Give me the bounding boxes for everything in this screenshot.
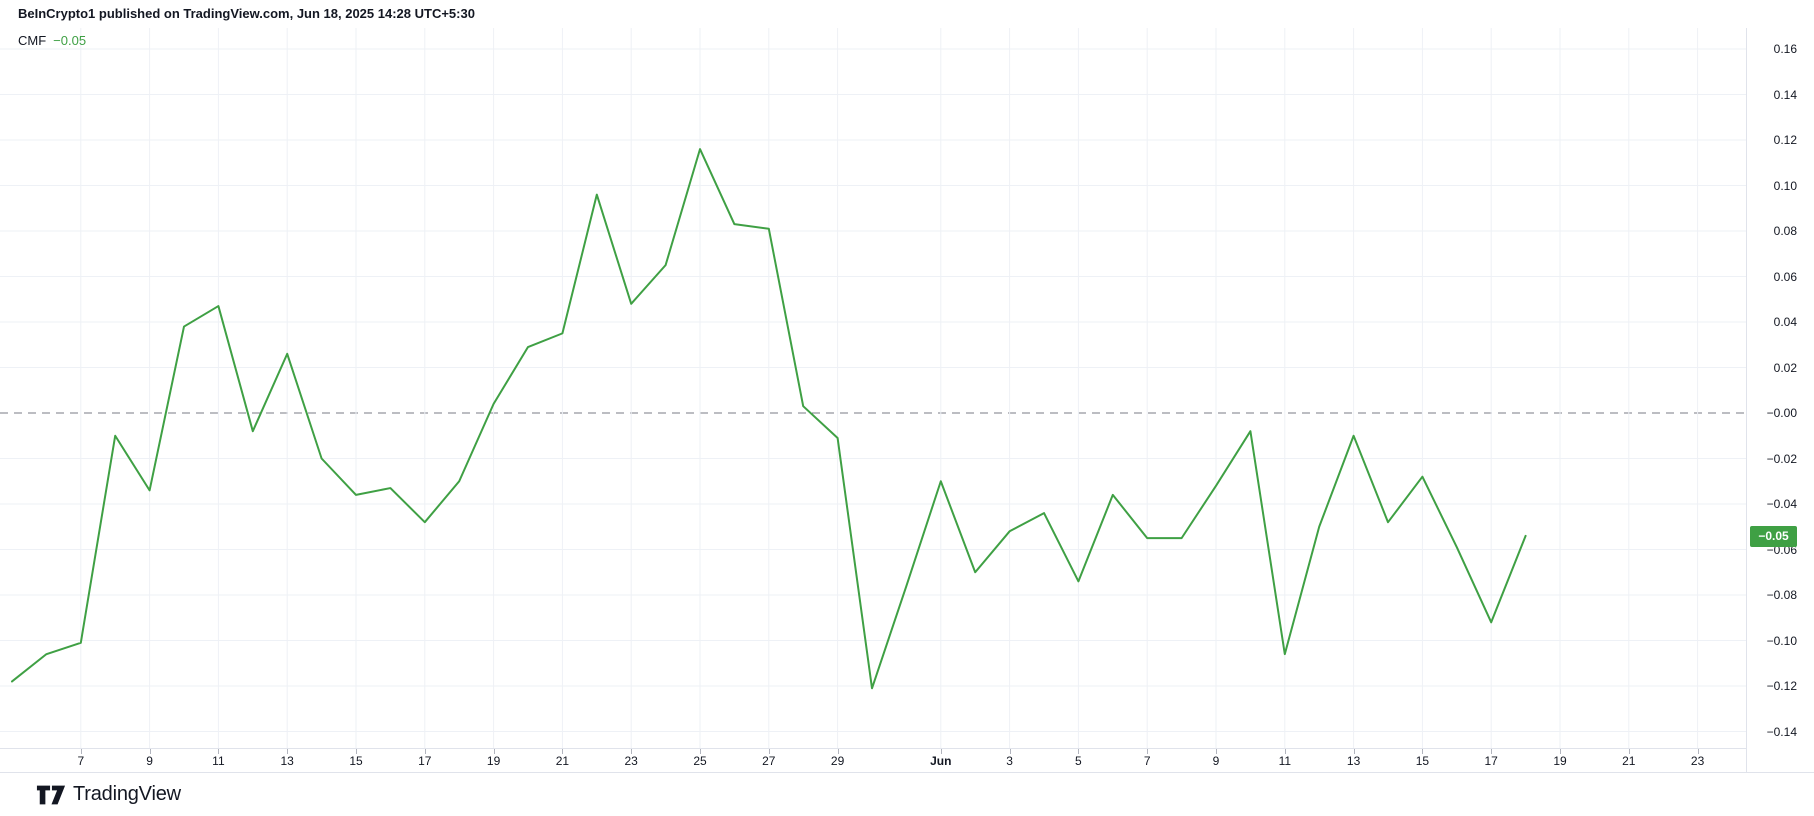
- time-axis-label: 19: [486, 754, 501, 768]
- time-axis-label: 17: [1484, 754, 1498, 768]
- time-axis-label: 15: [1415, 754, 1430, 768]
- time-axis-tickmark: [218, 749, 220, 754]
- time-axis-label: 29: [830, 754, 845, 768]
- last-value-badge: −0.05: [1750, 525, 1797, 547]
- time-axis-tickmark: [1147, 749, 1149, 754]
- time-axis-tickmark: [940, 749, 942, 754]
- price-axis-label: −0.04: [1766, 497, 1797, 511]
- price-axis-label: 0.02: [1773, 360, 1797, 375]
- price-axis-label: 0.16: [1773, 42, 1797, 56]
- time-axis-tickmark: [424, 749, 426, 754]
- time-axis-tickmark: [700, 749, 701, 754]
- time-axis-tickmark: [1560, 749, 1561, 754]
- time-axis-tickmark: [1216, 749, 1217, 754]
- price-axis-label: 0.10: [1773, 178, 1797, 193]
- time-axis-tickmark: [1697, 749, 1699, 754]
- price-axis[interactable]: −0.05 0.16 0.14 0.12 0.10 0.08 0.06 0.04 0.02 −0…: [1746, 28, 1814, 772]
- time-axis-label: 9: [146, 754, 153, 768]
- indicator-legend[interactable]: CMF −0.05: [18, 33, 86, 48]
- footer-bar: TradingView: [0, 773, 1814, 816]
- price-axis-label: 0.04: [1773, 315, 1797, 329]
- time-axis-tickmark: [1009, 749, 1011, 754]
- price-axis-label: −0.02: [1766, 451, 1797, 466]
- time-axis-tickmark: [356, 749, 357, 754]
- time-axis-tickmark: [1353, 749, 1355, 754]
- time-axis-label: 15: [349, 754, 363, 768]
- cmf-series-line: [11, 148, 1527, 690]
- time-axis-tickmark: [562, 749, 564, 754]
- time-axis-tickmark: [493, 749, 495, 754]
- time-axis-label: 23: [1690, 754, 1705, 768]
- price-axis-label: −0.10: [1766, 633, 1797, 648]
- time-axis-label: 25: [693, 754, 707, 768]
- time-axis-tickmark: [287, 749, 289, 754]
- cmf-line-chart: [0, 28, 1746, 748]
- time-axis-tickmark: [631, 749, 633, 754]
- time-axis-tickmark: [80, 749, 82, 754]
- price-axis-label: 0.14: [1773, 87, 1797, 102]
- price-axis-label: 0.12: [1773, 133, 1797, 147]
- time-axis-label: 13: [280, 754, 294, 768]
- price-axis-label: −0.08: [1766, 588, 1797, 602]
- time-axis-label: 17: [418, 754, 432, 768]
- price-axis-label: −0.00: [1766, 406, 1797, 420]
- time-axis-tickmark: [1078, 749, 1080, 754]
- time-axis-tickmark: [1628, 749, 1630, 754]
- time-axis-tickmark: [768, 749, 770, 754]
- time-axis[interactable]: 7 9 11 13 15 17 19 21 23 25 27 29 Jun 3 5 7 9 11 13 15 17 19 2…: [0, 748, 1746, 773]
- price-axis-label: 0.06: [1773, 269, 1797, 284]
- price-axis-label: −0.12: [1766, 679, 1797, 693]
- time-axis-label: 27: [762, 754, 776, 768]
- axis-bottom-separator: [0, 772, 1814, 773]
- chart-pane[interactable]: [0, 28, 1746, 748]
- publish-attribution-title: BeInCrypto1 published on TradingView.com…: [18, 6, 475, 21]
- indicator-value-label: −0.05: [53, 33, 87, 48]
- time-axis-label: 13: [1346, 754, 1361, 768]
- time-axis-label: 9: [1212, 754, 1220, 768]
- time-axis-label: 7: [1143, 754, 1151, 768]
- time-axis-tickmark: [1422, 749, 1424, 754]
- time-axis-label: 11: [1278, 754, 1292, 768]
- time-axis-label: 11: [212, 754, 225, 768]
- time-axis-label: 7: [77, 754, 85, 768]
- time-axis-label: Jun: [930, 754, 952, 768]
- time-axis-label: 5: [1075, 754, 1082, 768]
- time-axis-label: 19: [1553, 754, 1567, 768]
- price-axis-label: −0.14: [1766, 724, 1797, 739]
- time-axis-tickmark: [1491, 749, 1493, 754]
- time-axis-label: 23: [624, 754, 638, 768]
- time-axis-tickmark: [837, 749, 839, 754]
- time-axis-label: 21: [555, 754, 570, 768]
- time-axis-label: 3: [1006, 754, 1013, 768]
- indicator-name-label: CMF: [18, 33, 47, 48]
- price-axis-label: 0.08: [1773, 224, 1797, 238]
- time-axis-tickmark: [149, 749, 151, 754]
- time-axis-label: 21: [1622, 754, 1636, 768]
- tradingview-logo-icon[interactable]: [36, 781, 66, 809]
- tradingview-logo-text[interactable]: TradingView: [73, 783, 181, 805]
- time-axis-tickmark: [1284, 749, 1286, 754]
